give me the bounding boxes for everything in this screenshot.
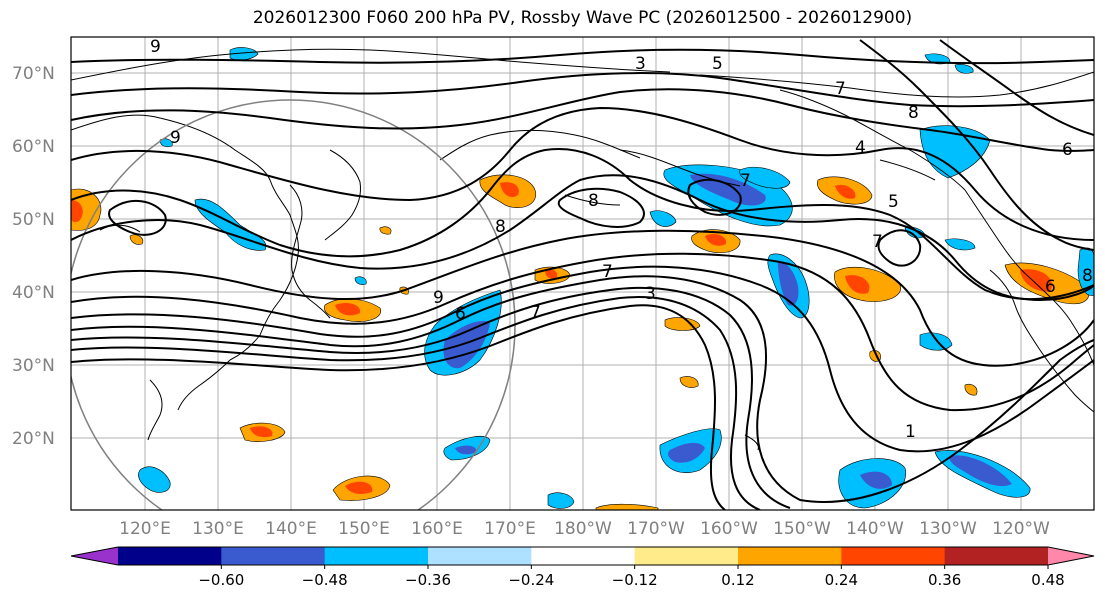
lon-label: 120°W bbox=[992, 519, 1050, 539]
contour-label: 7 bbox=[602, 262, 613, 282]
contour-label: 6 bbox=[1062, 140, 1073, 160]
contour-label: 9 bbox=[170, 128, 181, 148]
contour-label: 7 bbox=[740, 171, 751, 191]
lon-label: 150°E bbox=[338, 519, 390, 539]
contour-label: 5 bbox=[712, 54, 723, 74]
colorbar-tick-label: −0.12 bbox=[612, 571, 658, 589]
colorbar-tick-label: 0.24 bbox=[825, 571, 858, 589]
lat-label: 60°N bbox=[12, 137, 55, 157]
contour-label: 1 bbox=[905, 422, 916, 442]
contour-label: 7 bbox=[835, 79, 846, 99]
lon-label: 170°W bbox=[627, 519, 685, 539]
lat-label: 70°N bbox=[12, 64, 55, 84]
colorbar-segment bbox=[531, 547, 636, 565]
contour-label: 3 bbox=[645, 284, 656, 304]
colorbar-tick-label: −0.60 bbox=[198, 571, 244, 589]
map-title: 2026012300 F060 200 hPa PV, Rossby Wave … bbox=[252, 8, 913, 28]
contour-label: 8 bbox=[495, 217, 506, 237]
contour-label: 9 bbox=[433, 288, 444, 308]
contour-label: 8 bbox=[1082, 266, 1093, 286]
lat-label: 40°N bbox=[12, 283, 55, 303]
contour-labels: 9 3 5 7 8 6 4 8 9 5 7 8 7 3 9 6 7 1 6 8 … bbox=[150, 37, 1093, 442]
lon-label: 160°W bbox=[700, 519, 758, 539]
contour-label: 5 bbox=[888, 192, 899, 212]
colorbar-tick-label: 0.12 bbox=[721, 571, 754, 589]
map-frame bbox=[70, 36, 1095, 511]
longitude-labels: 120°E 130°E 140°E 150°E 160°E 170°E 180°… bbox=[119, 519, 1050, 539]
lon-label: 140°W bbox=[846, 519, 904, 539]
colorbar-extend-high bbox=[1048, 547, 1094, 565]
contour-label: 9 bbox=[150, 37, 161, 57]
colorbar-segment bbox=[324, 547, 429, 565]
colorbar-tick-label: −0.24 bbox=[508, 571, 554, 589]
contour-label: 7 bbox=[530, 303, 541, 323]
colorbar-segment bbox=[634, 547, 739, 565]
contour-label: 6 bbox=[455, 304, 466, 324]
colorbar-tick-label: 0.48 bbox=[1031, 571, 1064, 589]
colorbar-segment bbox=[841, 547, 946, 565]
latitude-labels: 70°N 60°N 50°N 40°N 30°N 20°N bbox=[12, 64, 55, 449]
lon-label: 140°E bbox=[265, 519, 317, 539]
pv-contours bbox=[71, 39, 1094, 510]
colorbar-outline bbox=[70, 546, 1095, 566]
contour-label: 8 bbox=[588, 191, 599, 211]
contour-label: 3 bbox=[635, 54, 646, 74]
colorbar: −0.60 −0.48 −0.36 −0.24 −0.12 0.12 0.24 0.36 0.4… bbox=[70, 546, 1095, 589]
colorbar-tick-label: 0.36 bbox=[928, 571, 961, 589]
colorbar-segment bbox=[738, 547, 842, 565]
lon-label: 130°E bbox=[192, 519, 244, 539]
colorbar-tick-label: −0.36 bbox=[405, 571, 451, 589]
lon-label: 130°W bbox=[919, 519, 977, 539]
lon-label: 170°E bbox=[484, 519, 536, 539]
lat-label: 20°N bbox=[12, 429, 55, 449]
contour-label: 4 bbox=[855, 138, 866, 158]
lon-label: 120°E bbox=[119, 519, 171, 539]
lat-label: 50°N bbox=[12, 210, 55, 230]
colorbar-segment bbox=[428, 547, 532, 565]
colorbar-segment bbox=[118, 547, 222, 565]
graticule bbox=[71, 37, 1094, 510]
colorbar-extend-low bbox=[71, 547, 118, 565]
colorbar-segment bbox=[221, 547, 326, 565]
lon-label: 180°W bbox=[554, 519, 612, 539]
contour-label: 8 bbox=[908, 103, 919, 123]
contour-label: 7 bbox=[872, 232, 883, 252]
lon-label: 160°E bbox=[411, 519, 463, 539]
colorbar-segment bbox=[944, 547, 1049, 565]
contour-label: 6 bbox=[1045, 277, 1056, 297]
lat-label: 30°N bbox=[12, 356, 55, 376]
coastlines bbox=[71, 48, 1094, 451]
colorbar-tick-label: −0.48 bbox=[302, 571, 348, 589]
lon-label: 150°W bbox=[773, 519, 831, 539]
